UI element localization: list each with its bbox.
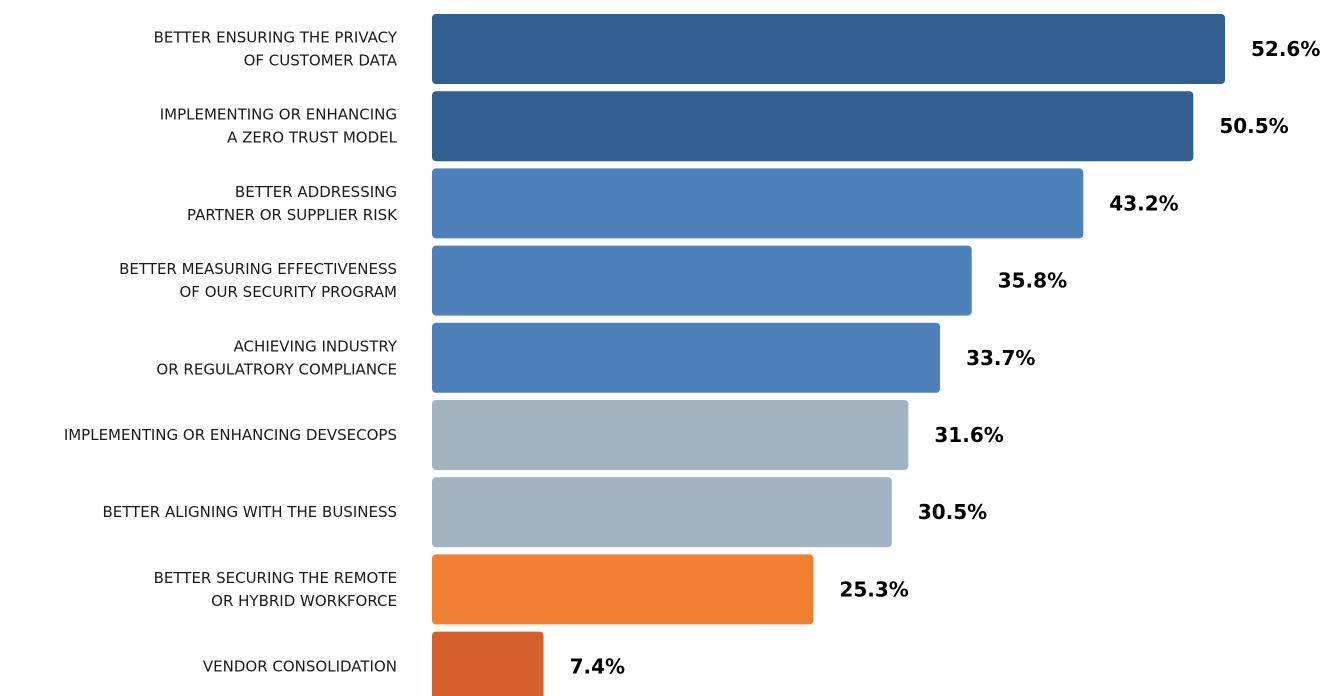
value-label-3: 43.2% — [1109, 191, 1178, 215]
value-label-2: 50.5% — [1219, 114, 1288, 138]
category-label-8: BETTER SECURING THE REMOTE OR HYBRID WORK… — [154, 569, 397, 610]
category-label-line: OR HYBRID WORKFORCE — [211, 592, 397, 610]
value-label-6: 31.6% — [934, 423, 1003, 447]
category-label-2: IMPLEMENTING OR ENHANCING A ZERO TRUST MO… — [160, 106, 398, 147]
value-labels-layer: 52.6% 50.5% 43.2% 35.8% 33.7% 31.6% 30.5% 25.3%… — [570, 37, 1321, 679]
category-labels-layer: BETTER ENSURING THE PRIVACY OF CUSTOMER D… — [64, 29, 398, 676]
category-label-1: BETTER ENSURING THE PRIVACY OF CUSTOMER D… — [154, 29, 398, 70]
category-label-line: BETTER ALIGNING WITH THE BUSINESS — [102, 503, 397, 521]
category-label-line: PARTNER OR SUPPLIER RISK — [187, 206, 398, 224]
value-label-7: 30.5% — [918, 500, 987, 524]
category-label-5: ACHIEVING INDUSTRY OR REGULATRORY COMPLIA… — [156, 337, 397, 378]
bar-1 — [432, 14, 1225, 84]
value-label-8: 25.3% — [839, 577, 908, 601]
category-label-7: BETTER ALIGNING WITH THE BUSINESS — [102, 503, 397, 521]
value-label-4: 35.8% — [998, 269, 1067, 293]
category-label-line: BETTER ENSURING THE PRIVACY — [154, 29, 398, 47]
bar-6 — [432, 400, 909, 470]
bar-9 — [432, 631, 544, 696]
value-label-1: 52.6% — [1251, 37, 1320, 61]
category-label-9: VENDOR CONSOLIDATION — [203, 658, 397, 676]
category-label-line: VENDOR CONSOLIDATION — [203, 658, 397, 676]
category-label-4: BETTER MEASURING EFFECTIVENESS OF OUR SEC… — [119, 260, 397, 301]
bar-8 — [432, 554, 814, 625]
category-label-3: BETTER ADDRESSING PARTNER OR SUPPLIER RIS… — [187, 183, 398, 224]
bars-layer — [432, 14, 1225, 696]
category-label-line: OF CUSTOMER DATA — [244, 52, 398, 70]
value-label-5: 33.7% — [966, 346, 1035, 370]
category-label-line: BETTER MEASURING EFFECTIVENESS — [119, 260, 397, 278]
bar-3 — [432, 168, 1084, 239]
category-label-line: OR REGULATRORY COMPLIANCE — [156, 360, 397, 378]
bar-4 — [432, 245, 972, 316]
bar-7 — [432, 477, 892, 548]
category-label-line: OF OUR SECURITY PROGRAM — [180, 283, 398, 301]
bar-2 — [432, 91, 1194, 162]
category-label-line: BETTER ADDRESSING — [235, 183, 397, 201]
category-label-line: BETTER SECURING THE REMOTE — [154, 569, 397, 587]
bar-5 — [432, 322, 941, 393]
category-label-line: IMPLEMENTING OR ENHANCING DEVSECOPS — [64, 426, 397, 444]
category-label-6: IMPLEMENTING OR ENHANCING DEVSECOPS — [64, 426, 397, 444]
category-label-line: IMPLEMENTING OR ENHANCING — [160, 106, 397, 124]
category-label-line: A ZERO TRUST MODEL — [227, 129, 398, 147]
value-label-9: 7.4% — [570, 655, 625, 679]
category-label-line: ACHIEVING INDUSTRY — [234, 337, 398, 355]
